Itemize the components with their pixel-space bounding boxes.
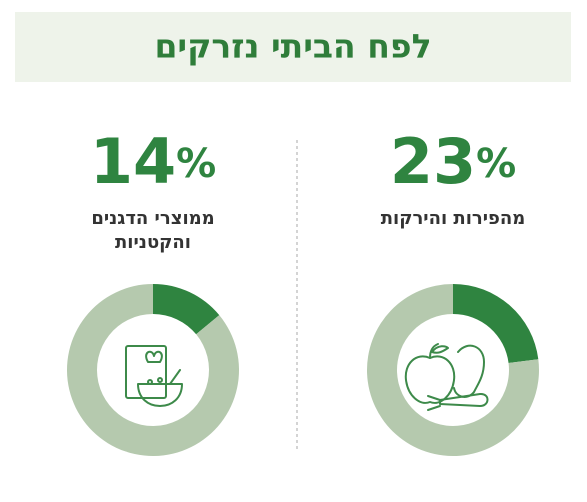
percent-label: 14%	[90, 125, 216, 198]
donut-segment	[153, 284, 220, 335]
title-band	[15, 12, 571, 82]
donut-segment	[66, 284, 239, 456]
donut-segment	[453, 284, 539, 363]
percent-label: 23%	[390, 125, 516, 198]
category-label: מהפירות והירקות	[381, 208, 526, 229]
category-label: והקטניות	[115, 232, 191, 253]
percent-number: 23	[390, 125, 476, 198]
title: לפח הביתי נזרקים	[154, 27, 431, 66]
cereal-icon	[125, 345, 183, 407]
produce-icon	[404, 343, 489, 411]
percent-number: 14	[90, 125, 176, 198]
category-label: ממוצרי הדגנים	[91, 208, 214, 229]
percent-sign: %	[176, 141, 216, 187]
percent-sign: %	[476, 141, 516, 187]
donut-segment	[367, 283, 539, 456]
